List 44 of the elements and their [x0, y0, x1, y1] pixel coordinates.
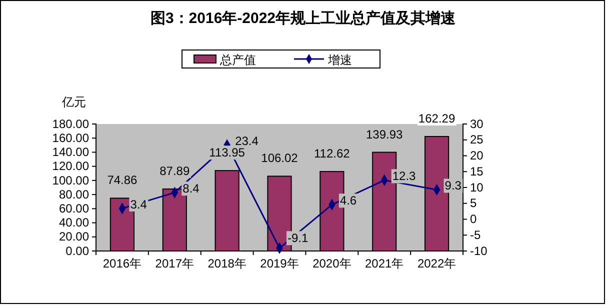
data-label: 113.95 [209, 146, 246, 160]
data-label: 23.4 [235, 134, 259, 148]
y-tick-label: 120.00 [52, 159, 90, 174]
legend-label: 增速 [327, 53, 352, 67]
y2-tick-label: 15 [470, 164, 484, 178]
y-tick-label: 0.00 [66, 244, 90, 258]
y2-tick-label: 5 [470, 196, 477, 210]
x-tick-label: 2021年 [365, 256, 404, 271]
data-label: 3.4 [130, 197, 148, 212]
y2-tick-label: -10 [470, 244, 488, 258]
y-tick-label: 20.00 [58, 230, 90, 244]
x-tick-label: 2017年 [155, 256, 194, 271]
y-axis-title: 亿元 [61, 95, 86, 109]
chart-title: 图3：2016年-2022年规上工业总产值及其增速 [150, 10, 457, 27]
x-tick-label: 2018年 [208, 256, 246, 271]
legend-label: 总产值 [219, 53, 256, 67]
y-tick-label: 80.00 [58, 187, 90, 202]
data-label: 112.62 [314, 146, 350, 161]
y-tick-label: 140.00 [52, 145, 90, 160]
x-tick-label: 2020年 [312, 256, 352, 271]
y2-tick-label: 20 [470, 148, 484, 163]
y2-tick-label: 0 [470, 212, 477, 226]
data-label: 87.89 [160, 164, 190, 178]
data-label: 12.3 [392, 169, 416, 184]
y-tick-label: 100.00 [52, 173, 90, 188]
x-tick-label: 2019年 [260, 256, 299, 271]
data-label: -9.1 [288, 231, 309, 246]
data-label: 4.6 [340, 194, 357, 208]
data-label: 9.3 [444, 178, 462, 193]
y2-tick-label: 10 [470, 180, 484, 194]
y-tick-label: 60.00 [58, 202, 90, 216]
data-label: 162.29 [418, 111, 456, 126]
y2-tick-label: 30 [470, 116, 484, 131]
y-tick-label: 40.00 [58, 216, 90, 230]
data-label: 8.4 [182, 182, 200, 196]
y2-tick-label: 25 [470, 132, 484, 147]
data-label: 139.93 [366, 127, 404, 142]
y2-tick-label: -5 [470, 228, 481, 242]
x-tick-label: 2022年 [417, 256, 456, 271]
y-tick-label: 180.00 [52, 116, 90, 131]
data-label: 106.02 [261, 151, 298, 166]
data-label: 74.86 [107, 173, 138, 188]
x-tick-label: 2016年 [102, 256, 142, 271]
y-tick-label: 160.00 [52, 130, 90, 145]
